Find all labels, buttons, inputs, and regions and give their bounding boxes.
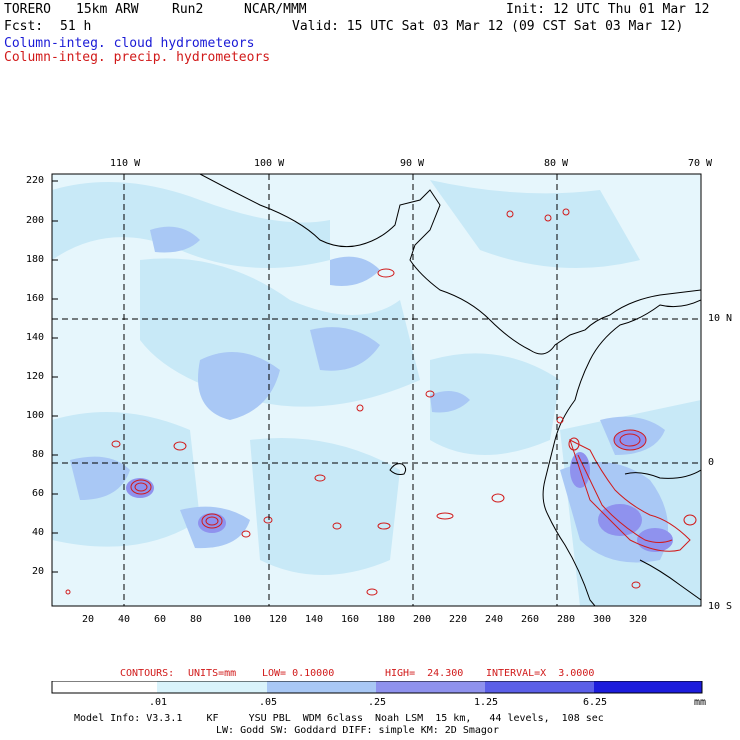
x-tick-label: 200: [413, 614, 432, 625]
colorbar-segment: [52, 681, 157, 693]
colorbar-frame: [51, 681, 703, 694]
lon-label-110w: 110 W: [110, 158, 141, 169]
y-tick-label: 220: [26, 175, 45, 186]
contours-high: HIGH= 24.300: [385, 668, 464, 679]
x-tick-label: 320: [629, 614, 648, 625]
x-tick-label: 160: [341, 614, 360, 625]
y-tick-label: 160: [26, 293, 45, 304]
colorbar-label: 1.25: [473, 697, 499, 708]
y-tick-label: 80: [32, 449, 45, 460]
y-tick-label: 120: [26, 371, 45, 382]
contours-label: CONTOURS:: [120, 668, 175, 679]
lon-label-80w: 80 W: [544, 158, 569, 169]
contours-interval: INTERVAL=X 3.0000: [486, 668, 595, 679]
colorbar-label: .05: [258, 697, 278, 708]
x-tick-label: 220: [449, 614, 468, 625]
x-tick-label: 100: [233, 614, 252, 625]
contours-low: LOW= 0.10000: [262, 668, 335, 679]
x-tick-label: 20: [82, 614, 95, 625]
init-time: Init: 12 UTC Thu 01 Mar 12: [506, 2, 710, 17]
plot-frame: [51, 173, 702, 607]
lon-label-70w: 70 W: [688, 158, 713, 169]
x-tick-label: 260: [521, 614, 540, 625]
colorbar-segment: [157, 681, 267, 693]
fcst-value: 51 h: [60, 19, 92, 34]
model-physics: LW: Godd SW: Goddard DIFF: simple KM: 2D…: [216, 725, 499, 736]
y-tick-label: 140: [26, 332, 45, 343]
valid-time: Valid: 15 UTC Sat 03 Mar 12 (09 CST Sat …: [292, 19, 684, 34]
axis-ticks: [52, 180, 58, 573]
lat-label-10n: 10 N: [708, 313, 733, 324]
x-tick-label: 140: [305, 614, 324, 625]
colorbar-label: 6.25: [582, 697, 608, 708]
colorbar-segment: [376, 681, 485, 693]
cloud-medium-patches: [70, 226, 668, 563]
run-label: Run2: [172, 2, 204, 17]
y-tick-label: 100: [26, 410, 45, 421]
x-tick-label: 40: [118, 614, 131, 625]
x-tick-label: 80: [190, 614, 203, 625]
org-label: NCAR/MMM: [244, 2, 307, 17]
lon-label-90w: 90 W: [400, 158, 425, 169]
x-tick-label: 180: [377, 614, 396, 625]
field-precip-label: Column-integ. precip. hydrometeors: [4, 50, 271, 65]
field-cloud-label: Column-integ. cloud hydrometeors: [4, 36, 255, 51]
y-tick-label: 40: [32, 527, 45, 538]
y-tick-label: 180: [26, 254, 45, 265]
colorbar-segment: [267, 681, 376, 693]
colorbar-segment: [485, 681, 594, 693]
colorbar-unit: mm: [693, 697, 707, 708]
x-tick-label: 280: [557, 614, 576, 625]
x-tick-label: 300: [593, 614, 612, 625]
colorbar-label: .01: [148, 697, 168, 708]
x-tick-label: 120: [269, 614, 288, 625]
y-tick-label: 200: [26, 215, 45, 226]
colorbar-label: .25: [367, 697, 387, 708]
contours-units: UNITS=mm: [188, 668, 237, 679]
x-tick-label: 240: [485, 614, 504, 625]
colorbar: [51, 681, 703, 694]
model-name: TORERO: [4, 2, 51, 17]
y-tick-label: 20: [32, 566, 45, 577]
precip-contours: [65, 208, 697, 596]
resolution: 15km ARW: [76, 2, 139, 17]
lat-label-10s: 10 S: [708, 601, 733, 612]
x-tick-label: 60: [154, 614, 167, 625]
lat-label-0: 0: [708, 457, 715, 468]
colorbar-segment: [594, 681, 702, 693]
fcst-label: Fcst:: [4, 19, 44, 34]
y-tick-label: 60: [32, 488, 45, 499]
cloud-dense-patches: [126, 430, 673, 552]
graticule: [52, 174, 701, 606]
lon-label-100w: 100 W: [254, 158, 285, 169]
model-info: Model Info: V3.3.1 KF YSU PBL WDM 6class…: [74, 713, 604, 724]
